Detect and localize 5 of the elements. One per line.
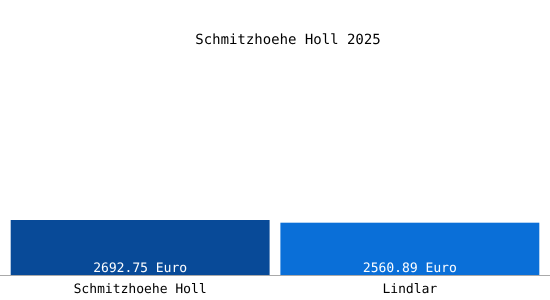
chart-title: Schmitzhoehe Holl 2025 — [195, 32, 381, 48]
data-label: 2560.89 Euro — [362, 261, 457, 276]
x-tick-label: Lindlar — [382, 282, 438, 297]
x-tick-label: Schmitzhoehe Holl — [74, 282, 207, 297]
data-label: 2692.75 Euro — [93, 261, 188, 276]
